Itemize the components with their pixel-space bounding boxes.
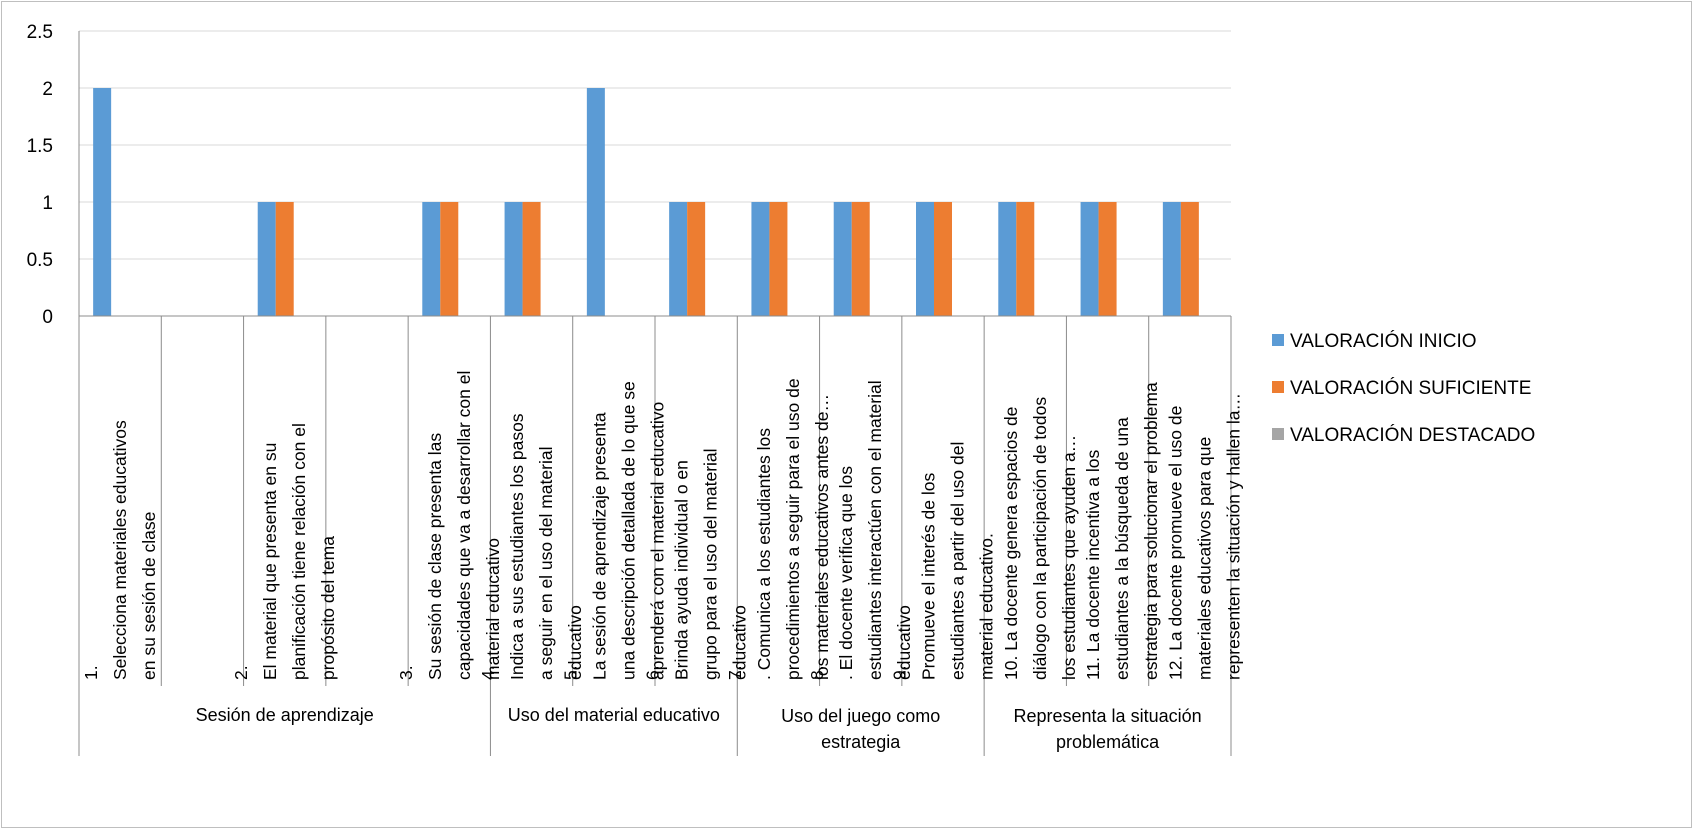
category-label: estrategia para solucionar el problema	[1141, 382, 1161, 680]
bar	[1080, 202, 1099, 316]
y-tick-label: 1.5	[27, 136, 53, 157]
bar	[504, 202, 523, 316]
category-label: material educativo.	[977, 533, 997, 680]
category-label: La sesión de aprendizaje presenta	[589, 412, 609, 680]
category-label: 8.	[807, 665, 827, 680]
group-label: Representa la situación	[1014, 706, 1202, 726]
category-label: 7.	[725, 665, 745, 680]
category-label: una descripción detallada de lo que se	[618, 381, 638, 680]
bars	[93, 88, 1199, 316]
category-label: a seguir en el uso del material	[536, 447, 556, 680]
bar	[440, 202, 459, 316]
category-label: El material que presenta en su	[260, 443, 280, 680]
bar	[833, 202, 852, 316]
category-label: . El docente verifica que los	[836, 466, 856, 680]
category-label: 12. La docente promueve el uso de	[1165, 406, 1185, 680]
category-label: educativo	[730, 605, 750, 680]
category-label: 3.	[396, 665, 416, 680]
group-label: Uso del material educativo	[508, 705, 720, 725]
bar	[1180, 202, 1199, 316]
category-label: 9.	[890, 665, 910, 680]
bar	[669, 202, 688, 316]
y-tick-label: 2	[42, 79, 53, 100]
category-label: Promueve el interés de los	[919, 473, 939, 680]
category-label: Selecciona materiales educativos	[110, 420, 130, 680]
y-tick-label: 0	[42, 307, 53, 328]
category-label: 6.	[643, 665, 663, 680]
category-label: en su sesión de clase	[139, 512, 159, 680]
category-label: planificación tiene relación con el	[289, 423, 309, 680]
legend-swatch	[1272, 428, 1284, 440]
bar	[257, 202, 276, 316]
category-label: material educativo	[483, 538, 503, 680]
category-label: 10. La docente genera espacios de	[1001, 407, 1021, 680]
category-label: procedimientos a seguir para el uso de	[783, 378, 803, 680]
bar	[687, 202, 706, 316]
x-axis: 1. Selecciona materiales educativos en su …	[78, 315, 1243, 756]
category-label: aprenderá con el material educativo	[647, 402, 667, 680]
category-label: Su sesión de clase presenta las	[425, 433, 445, 680]
y-tick-label: 1	[42, 193, 53, 214]
legend-swatch	[1272, 381, 1284, 393]
bar	[916, 202, 934, 316]
bar	[751, 202, 770, 316]
category-label: grupo para el uso del material	[701, 448, 721, 680]
category-label: 2.	[231, 665, 251, 680]
group-label: Sesión de aprendizaje	[196, 705, 374, 725]
category-label: estudiantes interactúen con el material	[865, 380, 885, 680]
legend-label: VALORACIÓN INICIO	[1290, 330, 1477, 352]
category-label: . Comunica a los estudiantes los	[754, 428, 774, 680]
category-label: los estudiantes que ayuden a…	[1059, 435, 1079, 680]
bar	[769, 202, 788, 316]
legend: VALORACIÓN INICIO VALORACIÓN SUFICIENTE VA…	[1272, 330, 1535, 446]
group-label: problemática	[1056, 732, 1160, 752]
legend-label: VALORACIÓN DESTACADO	[1290, 424, 1535, 446]
category-label: educativo	[894, 605, 914, 680]
bar	[275, 202, 294, 316]
bar	[851, 202, 870, 316]
legend-swatch	[1272, 334, 1284, 346]
category-label: educativo	[565, 605, 585, 680]
category-label: estudiantes a la búsqueda de una	[1112, 417, 1132, 680]
y-axis: 0 0.5 1 1.5 2 2.5	[27, 22, 80, 328]
category-label: capacidades que va a desarrollar con el	[454, 371, 474, 680]
category-label: Indica a sus estudiantes los pasos	[507, 413, 527, 680]
bar	[998, 202, 1017, 316]
group-label: Uso del juego como	[781, 706, 940, 726]
category-label: Brinda ayuda individual o en	[672, 460, 692, 680]
category-label: los materiales educativos antes de…	[812, 394, 832, 680]
y-tick-label: 2.5	[27, 22, 53, 43]
category-label: 11. La docente incentiva a los	[1083, 449, 1103, 680]
category-label: diálogo con la participación de todos	[1030, 397, 1050, 680]
category-label: propósito del tema	[318, 536, 338, 680]
bar	[1162, 202, 1181, 316]
group-label: estrategia	[821, 732, 901, 752]
bar	[522, 202, 541, 316]
bar	[1098, 202, 1117, 316]
category-label: 1.	[81, 665, 101, 680]
category-label: materiales educativos para que	[1194, 437, 1214, 680]
category-label: representen la situación y hallen la…	[1223, 393, 1243, 680]
category-label: 4.	[478, 665, 498, 680]
legend-label: VALORACIÓN SUFICIENTE	[1290, 377, 1531, 399]
bar	[934, 202, 952, 316]
bar	[422, 202, 441, 316]
category-label: estudiantes a partir del uso del	[948, 442, 968, 680]
y-tick-label: 0.5	[27, 250, 53, 271]
category-label: 5.	[560, 665, 580, 680]
bar	[586, 88, 605, 316]
bar	[93, 88, 112, 316]
bar	[1016, 202, 1035, 316]
